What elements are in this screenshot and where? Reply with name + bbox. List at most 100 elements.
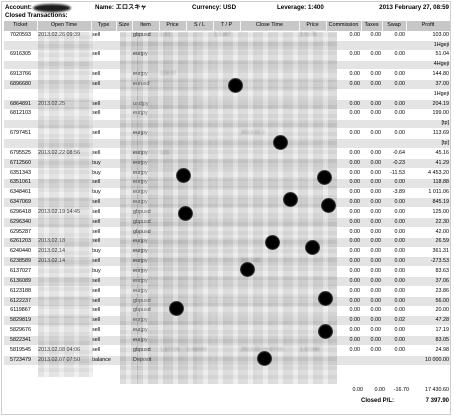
size-cell <box>116 109 132 120</box>
ticket-cell: 6119867 <box>4 306 37 317</box>
tp-cell <box>213 276 240 287</box>
tp-cell <box>213 109 240 120</box>
size-cell <box>116 315 132 327</box>
sl-cell <box>186 217 213 228</box>
swap-cell: 0.00 <box>382 237 406 248</box>
close-time-cell <box>240 227 299 238</box>
taxes-cell: 0.00 <box>361 148 382 159</box>
item-cell: eurjpy <box>132 286 159 297</box>
close-time-cell: 2013.02 <box>240 256 299 268</box>
sl-cell <box>186 148 213 159</box>
table-row: 6240440 2013.02.14 buy eurjpy 0.00 0.00 0.00 36… <box>4 247 450 258</box>
close-time-cell <box>240 197 299 209</box>
open-time-cell <box>37 60 91 71</box>
swap-cell: -3.89 <box>382 188 406 199</box>
item-cell: eurjpy <box>132 168 159 179</box>
taxes-cell: 0.00 <box>361 286 382 297</box>
swap-cell <box>382 355 406 366</box>
item-cell: eurjpy <box>132 266 159 278</box>
item-cell: eurjpy <box>132 315 159 327</box>
open-time-cell <box>37 119 91 130</box>
taxes-cell: 0.00 <box>361 178 382 189</box>
sl-cell <box>186 119 213 130</box>
size-cell <box>116 69 132 81</box>
sl-cell <box>186 247 213 258</box>
taxes-cell: 0.00 <box>361 256 382 268</box>
table-body: 7020593 2013.02.26 09:39 sell gbpusd 1.51 1.5… <box>4 31 450 366</box>
close-price-cell <box>299 197 326 209</box>
tp-cell <box>213 138 240 150</box>
close-price-cell <box>299 237 326 248</box>
open-time-cell <box>37 69 91 81</box>
price-cell <box>159 119 186 130</box>
size-cell <box>116 227 132 238</box>
price-cell: 123. <box>159 148 186 159</box>
tp-cell <box>213 60 240 71</box>
price-cell <box>159 79 186 91</box>
open-time-cell <box>37 158 91 169</box>
column-header: Close Time <box>240 21 300 31</box>
profit-cell: 47.28 <box>406 315 450 327</box>
close-time-cell <box>240 168 299 179</box>
price-cell <box>159 178 186 189</box>
size-cell <box>116 197 132 209</box>
close-price-cell <box>299 109 326 120</box>
tp-cell <box>213 40 240 51</box>
swap-cell: 0.02 <box>382 315 406 327</box>
type-cell <box>91 119 116 130</box>
size-cell <box>116 178 132 189</box>
statement-header: Account: Name: エロスキャ Currency: USD Lever… <box>5 4 450 13</box>
open-time-cell <box>37 79 91 91</box>
price-cell <box>159 296 186 307</box>
ticket-cell: 6122237 <box>4 296 37 307</box>
price-cell <box>159 109 186 120</box>
column-header: Size <box>116 21 133 31</box>
item-cell: eurjpy <box>132 128 159 140</box>
tp-cell <box>213 315 240 327</box>
size-cell <box>116 40 132 51</box>
item-cell: eurjpy <box>132 69 159 81</box>
close-time-cell <box>240 355 299 366</box>
taxes-cell: 0.00 <box>361 207 382 219</box>
swap-cell: 0.00 <box>382 325 406 337</box>
table-row: 6137027 buy eurjpy 0.00 0.00 0.00 83.63 <box>4 266 450 278</box>
commission-cell: 0.00 <box>326 50 361 61</box>
close-price-cell <box>299 158 326 169</box>
total-profit: 17 430.60 <box>425 387 449 393</box>
commission-cell: 0.00 <box>326 109 361 120</box>
sl-cell <box>186 79 213 91</box>
close-price-cell <box>299 325 326 337</box>
sl-cell <box>186 315 213 327</box>
type-cell: balance <box>91 355 116 366</box>
taxes-cell: 0.00 <box>361 188 382 199</box>
commission-cell: 0.00 <box>326 266 361 278</box>
close-time-cell <box>240 89 299 100</box>
type-cell: sell <box>91 109 116 120</box>
table-row: 4Hgeji <box>4 60 450 71</box>
column-header: S / L <box>186 21 214 31</box>
tp-cell <box>213 50 240 61</box>
swap-cell: 0.00 <box>382 99 406 110</box>
ticket-cell: 5822341 <box>4 335 37 346</box>
sl-cell <box>186 256 213 268</box>
ticket-cell: 6296418 <box>4 207 37 219</box>
open-time-cell: 2013.02.25 <box>37 99 91 110</box>
sl-cell <box>186 335 213 346</box>
type-cell: sell <box>91 50 116 61</box>
tp-cell <box>213 247 240 258</box>
account-redaction <box>33 4 71 12</box>
column-header: Commission <box>326 21 362 31</box>
size-cell <box>116 335 132 346</box>
type-cell: sell <box>91 306 116 317</box>
close-time-cell <box>240 40 299 51</box>
table-row: 6712560 buy eurjpy 0.00 0.00 -0.23 41.29 <box>4 158 450 169</box>
table-row: 6238589 2013.02.14 sell eurjpy 2013.02 0.00 0.… <box>4 256 450 268</box>
close-time-cell <box>240 69 299 81</box>
profit-cell: 37.06 <box>406 276 450 287</box>
tp-cell <box>213 296 240 307</box>
total-taxes: 0.00 <box>374 387 386 393</box>
leverage-field: Leverage: 1:400 <box>277 4 324 11</box>
tp-cell <box>213 69 240 81</box>
